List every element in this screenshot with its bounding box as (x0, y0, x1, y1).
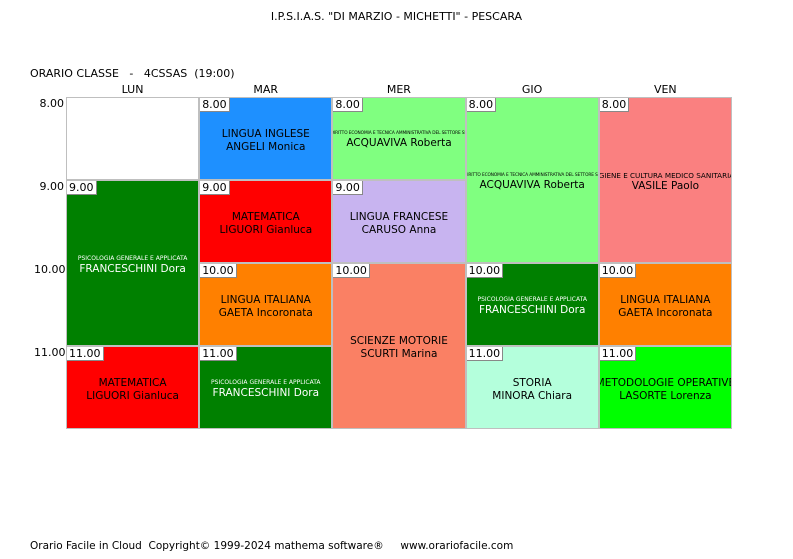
lesson-start-time: 11.00 (200, 347, 237, 361)
hour-label: 9.00 (39, 180, 65, 193)
day-header-mer: MER (386, 83, 411, 96)
lesson-content: LINGUA INGLESE ANGELI Monica (200, 98, 331, 179)
lesson-cell[interactable]: LINGUA ITALIANA GAETA Incoronata 10.00 (199, 263, 333, 346)
lesson-content: LINGUA FRANCESE CARUSO Anna (333, 181, 464, 262)
lesson-teacher: FRANCESCHINI Dora (79, 262, 186, 275)
lesson-cell[interactable]: PSICOLOGIA GENERALE E APPLICATA FRANCESCH… (465, 263, 599, 346)
lesson-start-time: 8.00 (200, 98, 230, 112)
hour-label: 10.00 (34, 263, 66, 276)
lesson-teacher: GAETA Incoronata (218, 306, 313, 319)
day-header-mar: MAR (253, 83, 279, 96)
day-header-ven: VEN (653, 83, 677, 96)
lesson-subject: DIRITTO ECONOMIA E TECNICA AMMINISTRATIV… (332, 131, 466, 136)
lesson-content: MATEMATICA LIGUORI Gianluca (67, 347, 198, 428)
lesson-teacher: FRANCESCHINI Dora (212, 387, 319, 399)
lesson-start-time: 11.00 (67, 347, 104, 361)
lesson-cell[interactable]: LINGUA ITALIANA GAETA Incoronata 10.00 (598, 263, 732, 346)
lesson-content: PSICOLOGIA GENERALE E APPLICATA FRANCESCH… (200, 347, 331, 428)
day-header-lun: LUN (121, 83, 144, 96)
lesson-start-time: 9.00 (200, 181, 230, 195)
lesson-start-time: 11.00 (466, 347, 504, 361)
lesson-subject: METODOLOGIE OPERATIVE (598, 376, 732, 389)
lesson-content: STORIA MINORA Chiara (467, 347, 598, 428)
lesson-start-time: 10.00 (599, 264, 637, 278)
lesson-start-time: 8.00 (466, 98, 497, 112)
lesson-cell[interactable]: PSICOLOGIA GENERALE E APPLICATA FRANCESCH… (199, 346, 333, 429)
hour-label: 11.00 (34, 346, 66, 359)
lesson-teacher: SCURTI Marina (360, 348, 438, 360)
empty-slot[interactable] (66, 97, 200, 180)
lesson-content: METODOLOGIE OPERATIVE LASORTE Lorenza (600, 347, 731, 428)
lesson-subject: PSICOLOGIA GENERALE E APPLICATA (77, 254, 188, 262)
lesson-teacher: LIGUORI Gianluca (219, 223, 313, 236)
lesson-start-time: 9.00 (333, 181, 363, 195)
lesson-subject: LINGUA FRANCESE (349, 210, 449, 223)
lesson-content: LINGUA ITALIANA GAETA Incoronata (600, 264, 731, 345)
lesson-start-time: 11.00 (599, 347, 637, 361)
footer-copyright: Orario Facile in Cloud Copyright© 1999-2… (30, 540, 514, 552)
lesson-subject: IGIENE E CULTURA MEDICO SANITARIA (598, 171, 732, 180)
lesson-content: IGIENE E CULTURA MEDICO SANITARIA VASILE … (600, 98, 731, 262)
lesson-subject: PSICOLOGIA GENERALE E APPLICATA (477, 296, 587, 303)
lesson-teacher: FRANCESCHINI Dora (478, 304, 586, 316)
lesson-teacher: LIGUORI Gianluca (86, 389, 179, 402)
lesson-start-time: 10.00 (466, 264, 504, 278)
day-header-gio: GIO (521, 83, 543, 96)
lesson-teacher: ACQUAVIVA Roberta (346, 137, 452, 149)
lesson-content: SCIENZE MOTORIE SCURTI Marina (333, 264, 464, 428)
lesson-subject: LINGUA INGLESE (221, 127, 310, 140)
hour-label: 8.00 (39, 97, 65, 110)
lesson-subject: SCIENZE MOTORIE (350, 335, 448, 347)
lesson-cell[interactable]: STORIA MINORA Chiara 11.00 (465, 346, 599, 429)
lesson-subject: MATEMATICA (98, 376, 167, 389)
lesson-cell[interactable]: DIRITTO ECONOMIA E TECNICA AMMINISTRATIV… (465, 97, 599, 263)
lesson-subject: MATEMATICA (231, 210, 300, 223)
lesson-content: DIRITTO ECONOMIA E TECNICA AMMINISTRATIV… (333, 98, 464, 179)
lesson-cell[interactable]: MATEMATICA LIGUORI Gianluca 9.00 (199, 180, 333, 263)
timetable-grid: PSICOLOGIA GENERALE E APPLICATA FRANCESCH… (66, 97, 732, 429)
lesson-start-time: 10.00 (333, 264, 370, 278)
lesson-start-time: 10.00 (200, 264, 237, 278)
lesson-teacher: LASORTE Lorenza (619, 389, 712, 402)
lesson-content: LINGUA ITALIANA GAETA Incoronata (200, 264, 331, 345)
lesson-cell[interactable]: METODOLOGIE OPERATIVE LASORTE Lorenza 11.0… (598, 346, 732, 429)
lesson-cell[interactable]: DIRITTO ECONOMIA E TECNICA AMMINISTRATIV… (332, 97, 466, 180)
lesson-teacher: VASILE Paolo (631, 180, 700, 192)
lesson-start-time: 9.00 (67, 181, 97, 195)
lesson-subject: DIRITTO ECONOMIA E TECNICA AMMINISTRATIV… (465, 172, 599, 178)
lesson-content: PSICOLOGIA GENERALE E APPLICATA FRANCESCH… (467, 264, 598, 345)
school-title: I.P.S.I.A.S. "DI MARZIO - MICHETTI" - PE… (270, 10, 523, 23)
lesson-teacher: MINORA Chiara (492, 389, 573, 402)
lesson-teacher: CARUSO Anna (361, 223, 437, 236)
lesson-subject: PSICOLOGIA GENERALE E APPLICATA (211, 379, 321, 386)
lesson-cell[interactable]: MATEMATICA LIGUORI Gianluca 11.00 (66, 346, 200, 429)
lesson-cell[interactable]: LINGUA INGLESE ANGELI Monica 8.00 (199, 97, 333, 180)
lesson-teacher: ACQUAVIVA Roberta (479, 178, 585, 191)
lesson-start-time: 8.00 (599, 98, 630, 112)
lesson-content: DIRITTO ECONOMIA E TECNICA AMMINISTRATIV… (467, 98, 598, 262)
class-label: ORARIO CLASSE - 4CSSAS (19:00) (30, 67, 235, 80)
lesson-cell[interactable]: PSICOLOGIA GENERALE E APPLICATA FRANCESCH… (66, 180, 200, 346)
lesson-subject: LINGUA ITALIANA (220, 293, 311, 306)
lesson-cell[interactable]: IGIENE E CULTURA MEDICO SANITARIA VASILE … (598, 97, 732, 263)
lesson-content: MATEMATICA LIGUORI Gianluca (200, 181, 331, 262)
lesson-teacher: ANGELI Monica (226, 140, 306, 153)
lesson-teacher: GAETA Incoronata (618, 306, 713, 319)
lesson-cell[interactable]: LINGUA FRANCESE CARUSO Anna 9.00 (332, 180, 466, 263)
lesson-start-time: 8.00 (333, 98, 363, 112)
lesson-subject: STORIA (512, 376, 552, 389)
lesson-cell[interactable]: SCIENZE MOTORIE SCURTI Marina 10.00 (332, 263, 466, 429)
lesson-content: PSICOLOGIA GENERALE E APPLICATA FRANCESCH… (67, 181, 198, 345)
lesson-subject: LINGUA ITALIANA (620, 293, 711, 306)
